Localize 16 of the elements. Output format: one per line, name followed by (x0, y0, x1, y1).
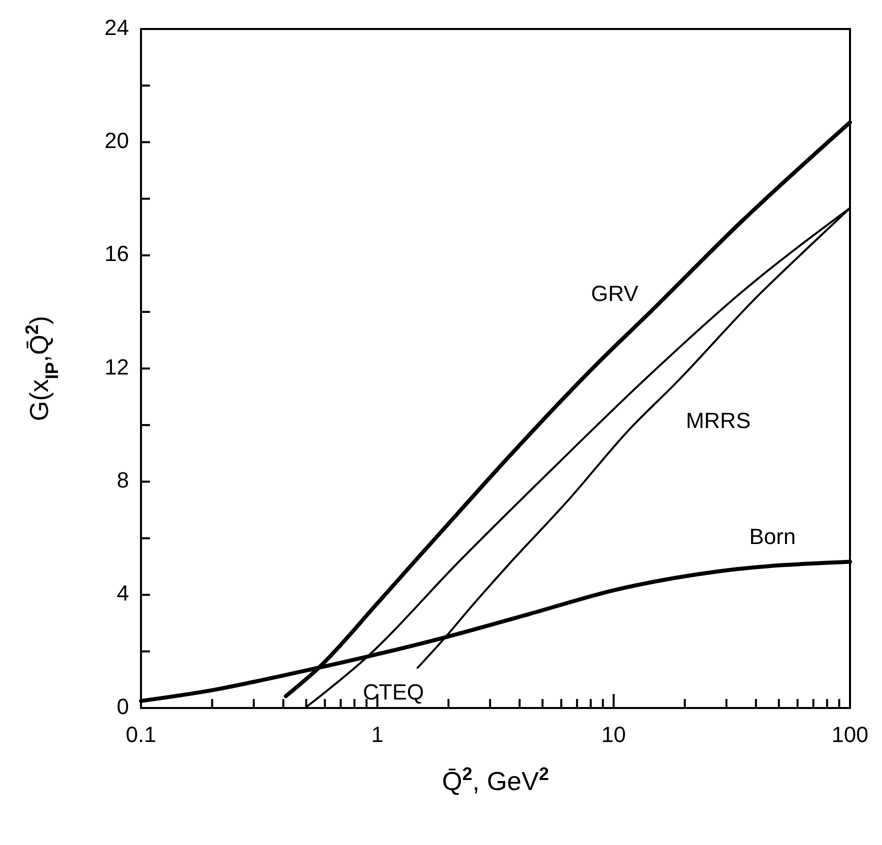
y-tick-label: 0 (116, 694, 129, 719)
x-tick-label: 1 (371, 722, 384, 747)
y-tick-label: 16 (104, 241, 129, 266)
x-tick-label: 0.1 (126, 722, 156, 747)
series-label: Born (749, 524, 796, 550)
x-tick-label: 100 (832, 722, 868, 747)
series-label: GRV (591, 280, 639, 306)
y-tick-label: 20 (104, 128, 129, 153)
x-axis-title: Q̄$^{2}$, GeV$^{2}$ (442, 764, 549, 796)
x-tick-label: 10 (601, 722, 626, 747)
y-tick-label: 8 (116, 467, 129, 492)
y-tick-label: 4 (116, 580, 129, 606)
y-tick-label: 12 (104, 354, 129, 380)
y-tick-label: 24 (104, 14, 129, 40)
series-label: MRRS (686, 408, 751, 434)
series-label: CTEQ (362, 680, 424, 705)
